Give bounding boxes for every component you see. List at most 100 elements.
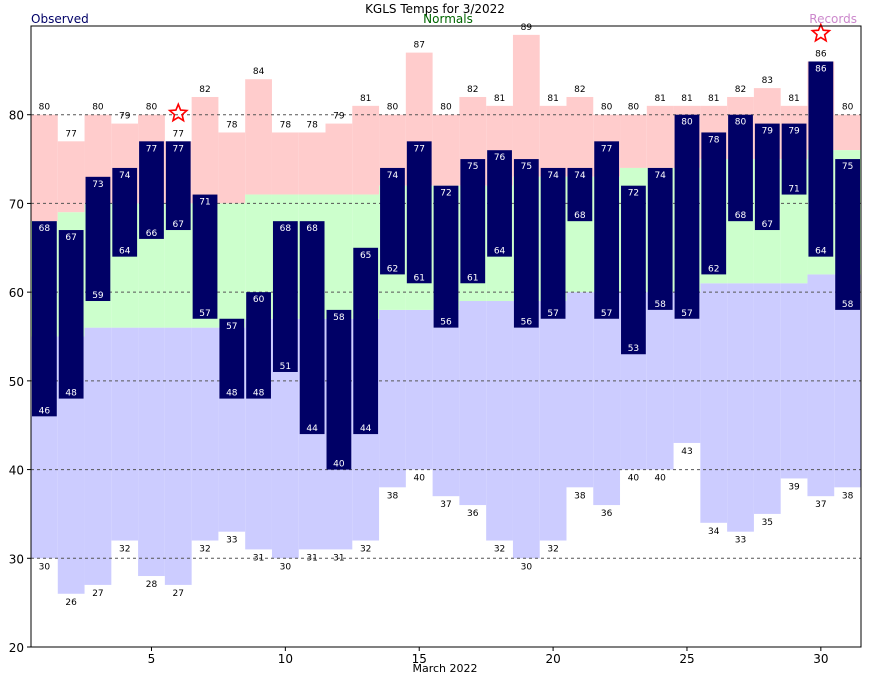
- record-high-band: [245, 79, 272, 195]
- observed-low-label: 44: [360, 424, 372, 434]
- record-low-label: 38: [574, 491, 586, 501]
- record-high-label: 82: [574, 85, 585, 95]
- observed-low-label: 40: [333, 460, 345, 470]
- record-high-label: 80: [387, 103, 399, 113]
- record-high-label: 81: [360, 94, 371, 104]
- observed-low-label: 51: [280, 362, 291, 372]
- y-tick-label: 30: [9, 552, 24, 566]
- record-low-label: 35: [762, 518, 773, 528]
- observed-low-label: 68: [735, 211, 747, 221]
- observed-bar: [192, 194, 218, 319]
- observed-low-label: 48: [226, 389, 238, 399]
- record-low-band: [539, 301, 567, 541]
- record-high-band: [512, 34, 540, 177]
- value-labels-group: 80 30 77 26 80 27 79 32 80 28 77 27 82 32 78 33 84 31 78 30…: [39, 23, 854, 608]
- observed-high-label: 80: [735, 118, 747, 128]
- observed-high-label: 57: [226, 322, 237, 332]
- record-low-label: 34: [708, 527, 720, 537]
- record-high-label: 77: [65, 129, 76, 139]
- observed-high-label: 72: [628, 189, 639, 199]
- observed-high-label: 78: [708, 135, 720, 145]
- record-high-band: [432, 114, 460, 186]
- observed-high-label: 75: [521, 162, 532, 172]
- observed-bar: [781, 123, 807, 195]
- observed-bar: [406, 141, 432, 284]
- observed-high-label: 75: [842, 162, 853, 172]
- record-high-label: 81: [708, 94, 719, 104]
- x-tick-label: 10: [278, 652, 293, 666]
- record-low-band: [593, 292, 621, 506]
- observed-low-label: 58: [654, 300, 666, 310]
- x-tick-label: 20: [545, 652, 560, 666]
- observed-high-label: 79: [788, 127, 800, 137]
- observed-bar: [594, 141, 620, 319]
- observed-low-label: 48: [65, 389, 77, 399]
- observed-bars-group: [32, 61, 860, 470]
- record-high-label: 81: [494, 94, 505, 104]
- observed-high-label: 86: [815, 64, 827, 74]
- observed-bar: [754, 123, 780, 231]
- observed-low-label: 62: [708, 264, 719, 274]
- observed-bar: [32, 221, 57, 417]
- record-high-label: 79: [119, 112, 131, 122]
- x-tick-label: 5: [148, 652, 156, 666]
- record-high-band: [191, 96, 219, 204]
- observed-high-label: 77: [146, 144, 157, 154]
- x-axis-label: March 2022: [412, 662, 477, 675]
- record-high-label: 79: [333, 112, 345, 122]
- observed-bar: [272, 221, 298, 372]
- record-high-label: 83: [762, 76, 773, 86]
- observed-bar: [487, 150, 512, 257]
- record-low-label: 27: [92, 589, 103, 599]
- record-high-label: 80: [146, 103, 158, 113]
- observed-high-label: 75: [467, 162, 478, 172]
- observed-bar: [433, 185, 459, 328]
- record-high-label: 80: [601, 103, 613, 113]
- observed-low-label: 62: [387, 264, 398, 274]
- observed-bar: [701, 132, 727, 275]
- observed-high-label: 71: [199, 198, 210, 208]
- record-low-band: [138, 327, 165, 577]
- observed-low-label: 67: [762, 220, 773, 230]
- observed-low-label: 56: [440, 318, 452, 328]
- record-low-label: 32: [547, 545, 558, 555]
- record-low-band: [566, 292, 594, 488]
- observed-low-label: 57: [681, 309, 692, 319]
- record-markers-group: [167, 22, 832, 123]
- y-tick-label: 60: [9, 286, 24, 300]
- record-high-label: 78: [306, 120, 318, 130]
- record-high-label: 81: [681, 94, 692, 104]
- observed-high-label: 76: [494, 153, 506, 163]
- record-low-label: 40: [413, 474, 425, 484]
- record-high-label: 89: [521, 23, 533, 33]
- observed-bar: [85, 176, 111, 302]
- record-low-label: 32: [360, 545, 371, 555]
- observed-low-label: 71: [788, 185, 799, 195]
- record-low-band: [164, 327, 192, 585]
- y-tick-label: 50: [9, 375, 24, 389]
- record-high-label: 82: [735, 85, 746, 95]
- record-low-band: [191, 327, 219, 541]
- observed-bar: [219, 318, 245, 399]
- record-high-label: 86: [815, 49, 827, 59]
- record-high-label: 78: [226, 120, 238, 130]
- observed-bar: [460, 159, 486, 284]
- chart-title: KGLS Temps for 3/2022: [365, 2, 505, 16]
- observed-low-label: 64: [494, 247, 506, 257]
- observed-low-label: 53: [628, 344, 639, 354]
- record-low-label: 36: [467, 509, 479, 519]
- record-low-band: [727, 283, 754, 532]
- record-star-icon: [810, 22, 832, 43]
- observed-low-label: 61: [467, 273, 478, 283]
- record-high-band: [31, 114, 58, 222]
- observed-bar: [835, 159, 860, 310]
- observed-bar: [326, 309, 352, 470]
- observed-bar: [540, 167, 566, 319]
- record-low-band: [700, 283, 728, 523]
- record-high-label: 77: [173, 129, 184, 139]
- record-low-label: 36: [601, 509, 613, 519]
- record-low-label: 26: [65, 598, 77, 608]
- normal-band: [325, 194, 353, 319]
- observed-bar: [808, 61, 834, 257]
